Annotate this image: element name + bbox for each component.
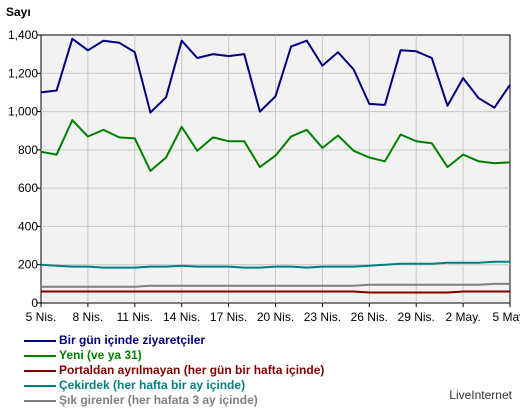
- series-line: [40, 260, 510, 269]
- x-axis-ticks: 5 Nis. 8 Nis. 11 Nis. 14 Nis. 17 Nis. 20 Nis.…: [26, 303, 520, 324]
- y-tick-label: 1,400: [8, 28, 38, 42]
- series-line: [41, 290, 510, 294]
- legend-label: Portaldan ayrılmayan (her gün bir hafta …: [59, 363, 325, 377]
- legend-label: Bir gün içinde ziyaretçiler: [59, 333, 206, 347]
- x-tick-label: 8 Nis.: [73, 310, 104, 324]
- series-line: [41, 282, 510, 288]
- legend-swatch: [24, 369, 56, 372]
- x-tick-label: 5 Nis.: [26, 310, 57, 324]
- y-tick-label: 800: [18, 143, 38, 157]
- x-tick-label: 20 Nis.: [257, 310, 294, 324]
- x-tick-label: 14 Nis.: [163, 310, 200, 324]
- x-tick-label: 17 Nis.: [210, 310, 247, 324]
- y-axis-ticks: 0 200 400 600 800 1,000 1,200 1,400: [8, 28, 41, 310]
- series-lines: [40, 37, 511, 294]
- y-tick-label: 1,200: [8, 66, 38, 80]
- y-tick-label: 0: [31, 296, 38, 310]
- legend-swatch: [24, 399, 56, 402]
- x-tick-label: 26 Nis.: [351, 310, 388, 324]
- brand-label: LiveInternet: [449, 388, 512, 402]
- x-tick-label: 11 Nis.: [117, 310, 153, 324]
- x-tick-label: 23 Nis.: [304, 310, 341, 324]
- legend-swatch: [24, 339, 56, 342]
- x-tick-label: 5 May.: [492, 310, 520, 324]
- y-axis-label: Sayı: [6, 5, 31, 19]
- x-tick-label: 29 Nis.: [398, 310, 435, 324]
- chart: Sayı 0 200 400 600 800 1,000 1,200 1,400 5 Nis.…: [6, 5, 520, 324]
- x-tick-label: 2 May.: [446, 310, 481, 324]
- y-tick-label: 200: [18, 258, 38, 272]
- legend: Bir gün içinde ziyaretçiler Yeni (ve ya 3…: [24, 333, 324, 408]
- legend-item: Çekirdek (her hafta bir ay içinde): [24, 378, 324, 393]
- legend-item: Bir gün içinde ziyaretçiler: [24, 333, 324, 348]
- legend-item: Şık girenler (her hafata 3 ay içinde): [24, 393, 324, 408]
- legend-label: Şık girenler (her hafata 3 ay içinde): [59, 393, 258, 407]
- legend-label: Çekirdek (her hafta bir ay içinde): [59, 378, 246, 392]
- legend-swatch: [24, 354, 56, 357]
- series-line: [40, 119, 511, 172]
- legend-item: Yeni (ve ya 31): [24, 348, 324, 363]
- legend-item: Portaldan ayrılmayan (her gün bir hafta …: [24, 363, 324, 378]
- y-tick-label: 400: [18, 219, 38, 233]
- legend-label: Yeni (ve ya 31): [59, 348, 142, 362]
- legend-swatch: [24, 384, 56, 387]
- y-tick-label: 600: [18, 181, 38, 195]
- series-line: [40, 37, 511, 114]
- y-tick-label: 1,000: [8, 105, 38, 119]
